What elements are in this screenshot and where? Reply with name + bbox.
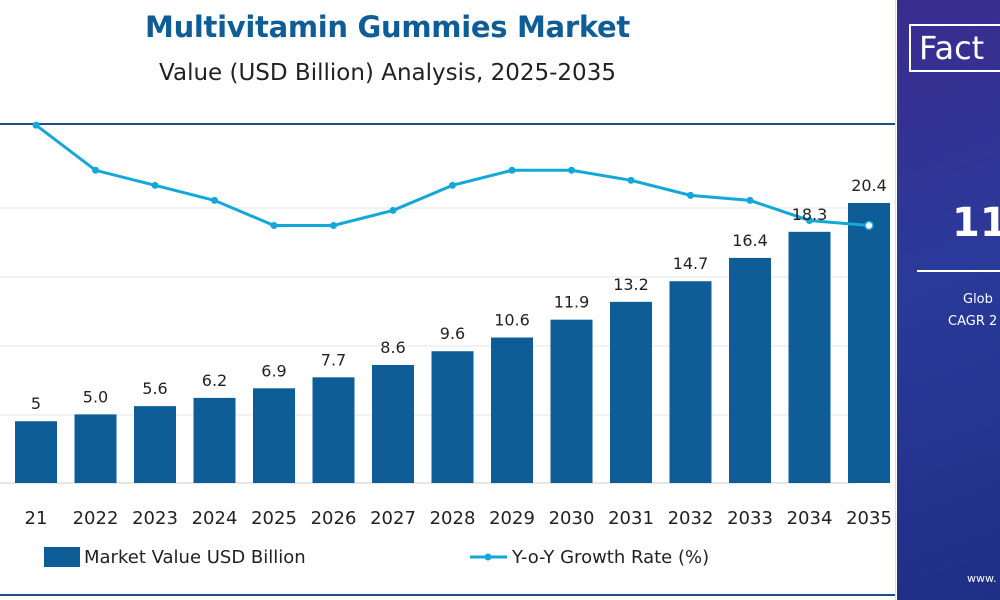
- bar-value-label: 13.2: [613, 275, 649, 294]
- growth-point: [806, 216, 813, 224]
- bar: [669, 281, 712, 483]
- side-url: www.: [967, 572, 997, 585]
- x-tick-label: 2031: [608, 508, 654, 529]
- bar: [729, 257, 771, 483]
- growth-point: [568, 166, 575, 174]
- bar-value-label: 5.6: [142, 379, 167, 398]
- growth-point: [687, 191, 694, 199]
- bar-value-label: 7.7: [321, 350, 346, 369]
- bar: [550, 319, 593, 483]
- x-tick-label: 2035: [846, 508, 892, 529]
- legend-label-growth-rate: Y-o-Y Growth Rate (%): [511, 547, 709, 568]
- x-tick-label: 2022: [73, 508, 119, 529]
- x-tick-label: 2027: [370, 508, 416, 529]
- bar-value-label: 6.9: [261, 361, 286, 380]
- x-axis-ticks: 21 2022 2023 2024 2025 2026 2027 2028 2029 2030 20…: [25, 508, 892, 529]
- growth-point: [151, 181, 159, 189]
- bar: [431, 351, 474, 483]
- bar: [788, 231, 831, 483]
- x-tick-label: 2023: [132, 508, 178, 529]
- bar-value-label: 11.9: [554, 293, 590, 312]
- growth-point: [389, 206, 397, 214]
- side-text-global: Glob: [963, 292, 993, 307]
- gridlines: [0, 207, 856, 484]
- side-text-cagr: CAGR 2: [948, 314, 998, 329]
- bar: [253, 388, 295, 483]
- data-labels: 5 5.0 5.6 6.2 6.9 7.7 8.6 9.6 10.6 11.9 13.2 14.7 16…: [31, 176, 887, 413]
- bar-series: [15, 203, 890, 483]
- growth-point: [627, 176, 635, 184]
- bar: [491, 337, 533, 483]
- bar-value-label: 5.0: [83, 387, 108, 406]
- growth-point: [746, 196, 754, 204]
- bar-value-label: 5: [31, 394, 41, 413]
- growth-line: [35, 123, 870, 227]
- x-tick-label: 2029: [489, 508, 535, 529]
- brand-logo: Fact: [909, 24, 1000, 72]
- bar-value-label: 10.6: [494, 311, 530, 330]
- bar-value-label: 16.4: [732, 231, 768, 250]
- legend-swatch-growth-point: [484, 553, 492, 561]
- bar-value-label: 9.6: [440, 324, 465, 343]
- bar: [74, 414, 117, 483]
- growth-point: [330, 221, 337, 229]
- growth-point: [32, 121, 40, 129]
- bottom-divider: [0, 594, 895, 596]
- bar-value-label: 14.7: [673, 254, 709, 273]
- growth-point: [864, 220, 874, 231]
- growth-point: [449, 181, 456, 189]
- x-tick-label: 2034: [787, 508, 833, 529]
- bar-value-label: 6.2: [202, 371, 227, 390]
- side-panel: Fact 11. Glob CAGR 2 www.: [897, 0, 1000, 600]
- growth-line-series: [32, 121, 874, 231]
- growth-point: [270, 221, 278, 229]
- x-tick-label: 2030: [549, 508, 595, 529]
- bar: [134, 406, 176, 483]
- bar: [610, 301, 652, 483]
- legend-swatch-market-value: [44, 547, 80, 567]
- x-tick-label: 2033: [727, 508, 773, 529]
- x-tick-label: 2028: [430, 508, 476, 529]
- legend: Market Value USD Billion Y-o-Y Growth Rat…: [44, 547, 709, 568]
- x-tick-label: 2025: [251, 508, 297, 529]
- chart-plot: 5 5.0 5.6 6.2 6.9 7.7 8.6 9.6 10.6 11.9 13.2 14.7 16…: [0, 121, 892, 568]
- chart-subtitle: Value (USD Billion) Analysis, 2025-2035: [159, 60, 616, 86]
- x-tick-label: 2026: [311, 508, 357, 529]
- bar-value-label: 18.3: [792, 205, 828, 224]
- cagr-value: 11.: [952, 200, 1000, 246]
- growth-point: [508, 166, 516, 174]
- bar-value-label: 20.4: [851, 176, 887, 195]
- bar: [15, 421, 57, 483]
- chart-title: Multivitamin Gummies Market: [145, 10, 630, 44]
- x-tick-label: 2032: [668, 508, 714, 529]
- side-divider: [917, 270, 1000, 272]
- legend-label-market-value: Market Value USD Billion: [84, 547, 306, 568]
- bar: [193, 397, 236, 483]
- growth-point: [211, 196, 218, 204]
- x-tick-label: 2024: [192, 508, 238, 529]
- bar: [372, 364, 414, 483]
- bar: [848, 203, 890, 483]
- bar: [312, 377, 355, 483]
- title-divider: [0, 123, 895, 125]
- chart-panel: Multivitamin Gummies Market Value (USD B…: [0, 0, 896, 600]
- growth-point: [92, 166, 99, 174]
- x-tick-label: 21: [25, 508, 48, 529]
- bar-value-label: 8.6: [380, 338, 405, 357]
